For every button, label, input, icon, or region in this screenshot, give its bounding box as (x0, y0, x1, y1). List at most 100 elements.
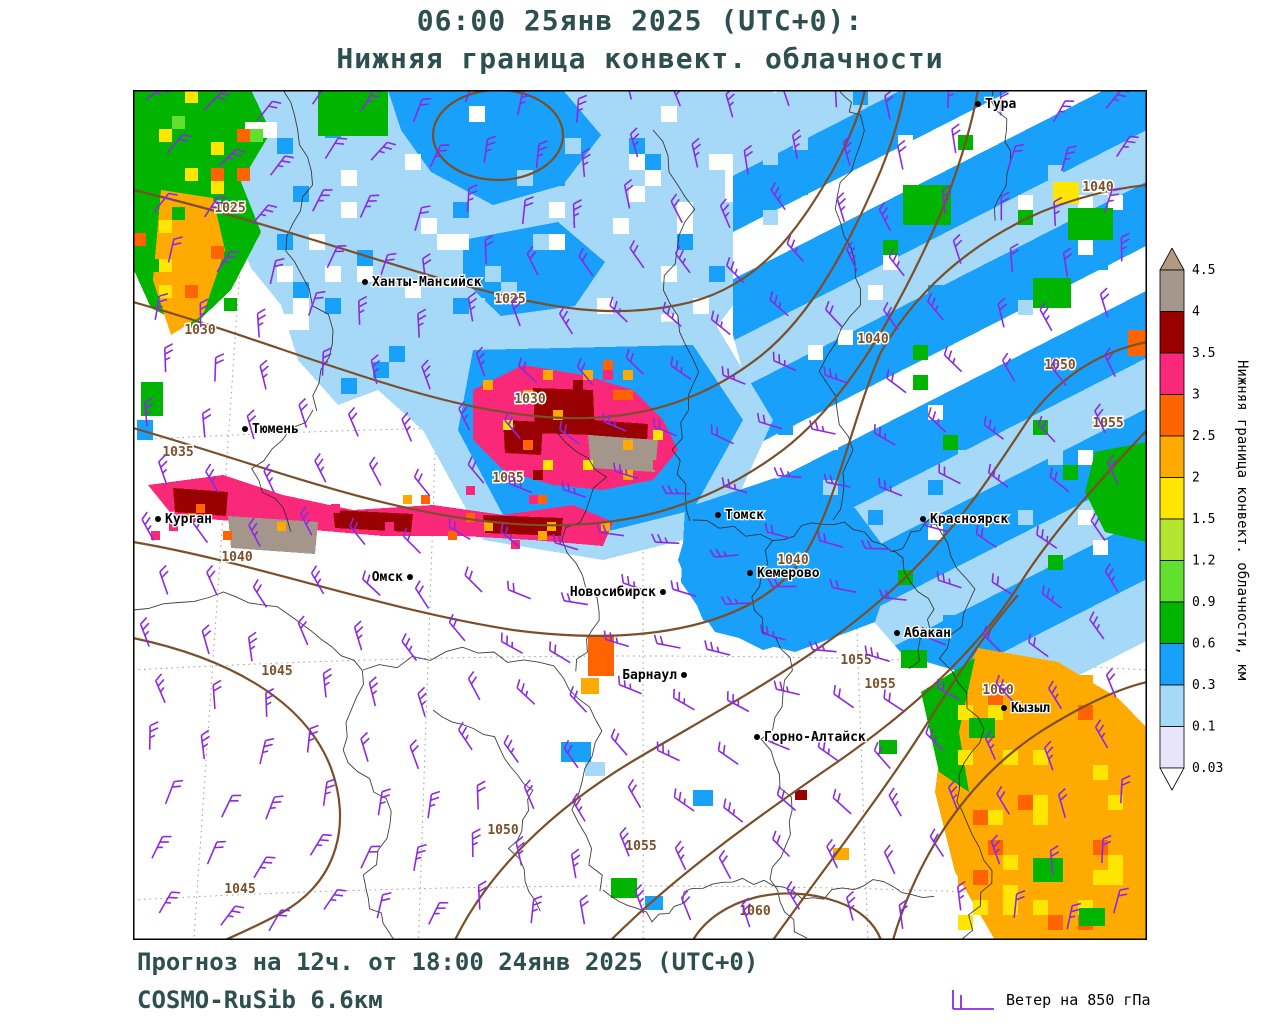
wind-barb-icon (297, 615, 309, 646)
wind-barb-icon (464, 566, 483, 593)
wind-barb-icon (842, 135, 853, 166)
wind-barb-icon (1041, 584, 1063, 609)
wind-barb-icon (996, 785, 1010, 815)
wind-barb-icon (309, 833, 332, 856)
wind-barb-icon (314, 453, 327, 483)
isobar-label: 1035 (492, 471, 523, 486)
wind-barb-icon (203, 92, 230, 111)
wind-barb-icon (206, 840, 226, 865)
colorbar-segment (1159, 394, 1185, 437)
wind-barb-icon (921, 626, 946, 646)
model-info: COSMO-RuSib 6.6км (137, 986, 383, 1014)
wind-barb-icon (322, 778, 336, 806)
wind-barb-icon (772, 830, 791, 858)
wind-barb-icon (484, 234, 494, 264)
wind-barb-icon (883, 844, 896, 875)
wind-barb-icon (823, 473, 851, 488)
wind-barb-icon (1104, 563, 1119, 593)
wind-barb-icon (888, 248, 905, 277)
colorbar-tick-label: 1.2 (1192, 554, 1215, 569)
wind-barb-icon (710, 424, 734, 445)
city-marker (754, 734, 760, 740)
city-marker (407, 574, 413, 580)
city-marker (660, 589, 666, 595)
wind-barb-icon (1049, 845, 1060, 875)
wind-barb-icon (253, 856, 276, 879)
wind-barb-icon (656, 741, 680, 762)
wind-barb-icon (148, 721, 159, 750)
wind-barb-icon (625, 348, 645, 375)
wind-barb-icon (247, 631, 258, 662)
wind-barb-icon (523, 779, 535, 810)
wind-barb-icon (984, 730, 996, 760)
wind-barb-icon (402, 527, 422, 554)
colorbar-segment (1159, 435, 1185, 478)
wind-barb-icon (166, 133, 192, 154)
wind-barb-icon (1104, 347, 1117, 377)
wind-barb-icon (139, 617, 150, 647)
city-label: Омск (372, 570, 403, 585)
wind-barb-icon (756, 412, 783, 430)
wind-barb-icon (786, 234, 804, 262)
isobar-label: 1055 (1092, 416, 1123, 431)
wind-barb-icon (1000, 191, 1010, 221)
wind-barb-icon (765, 731, 790, 751)
colorbar-tick-label: 4 (1192, 305, 1200, 320)
wind-barb-icon (776, 785, 797, 812)
wind-barb-icon (808, 640, 837, 653)
wind-barb-icon (216, 250, 239, 273)
wind-barb-icon (579, 894, 589, 925)
wind-barb-icon (764, 522, 791, 539)
wind-barb-icon (324, 137, 348, 159)
wind-barb-icon (578, 247, 594, 277)
wind-barb-icon (413, 468, 431, 497)
colorbar-segment (1159, 601, 1185, 644)
wind-barb-icon (159, 564, 169, 595)
map-title-datetime: 06:00 25янв 2025 (UTC+0): (416, 4, 864, 37)
wind-barb-icon (741, 897, 752, 928)
isobar-label: 1025 (494, 292, 525, 307)
wind-barb-icon (448, 518, 471, 540)
wind-barb-icon (417, 308, 427, 338)
wind-barb-icon (1060, 145, 1077, 172)
wind-barb-icon (477, 880, 488, 910)
wind-barb-icon (1009, 243, 1020, 273)
wind-barb-icon (322, 667, 333, 698)
wind-barb-icon (936, 571, 962, 589)
wind-barb-icon (518, 357, 538, 383)
wind-barb-icon (652, 417, 677, 437)
colorbar-segment (1159, 352, 1185, 395)
wind-legend-label: Ветер на 850 гПа (1006, 991, 1151, 1009)
wind-barb-icon (141, 511, 155, 541)
wind-barb-icon (323, 888, 347, 911)
wind-barb-icon (1094, 403, 1106, 433)
isobar-label: 1030 (184, 323, 215, 338)
wind-barb-icon (1043, 740, 1054, 771)
wind-barb-icon (1099, 287, 1110, 318)
wind-barb-icon (360, 731, 370, 762)
wind-barb-icon (535, 140, 548, 169)
wind-barb-icon (1037, 415, 1056, 443)
city-label: Новосибирск (570, 585, 656, 600)
wind-barb-icon (673, 788, 695, 812)
wind-barb-icon (412, 97, 432, 123)
wind-barb-icon (203, 196, 227, 218)
wind-barb-icon (457, 721, 473, 751)
wind-barb-icon (1066, 902, 1082, 930)
wind-barb-icon (1052, 100, 1075, 123)
wind-barb-icon (353, 620, 364, 651)
city-marker (747, 570, 753, 576)
wind-barb-icon (349, 517, 366, 546)
wind-barb-icon (809, 420, 836, 435)
city-label: Курган (165, 512, 212, 527)
wind-barb-icon (1013, 889, 1026, 918)
colorbar-tick-label: 2 (1192, 471, 1200, 486)
colorbar-axis-label: Нижняя граница конвект. облачности, км (1234, 248, 1250, 792)
wind-barb-icon (212, 679, 222, 709)
wind-barb-icon (995, 674, 1014, 702)
wind-barb-icon (651, 533, 680, 545)
wind-barb-icon (721, 366, 746, 385)
wind-barb-icon (886, 369, 907, 394)
wind-barb-icon (158, 454, 168, 485)
wind-barb-icon (824, 300, 843, 328)
